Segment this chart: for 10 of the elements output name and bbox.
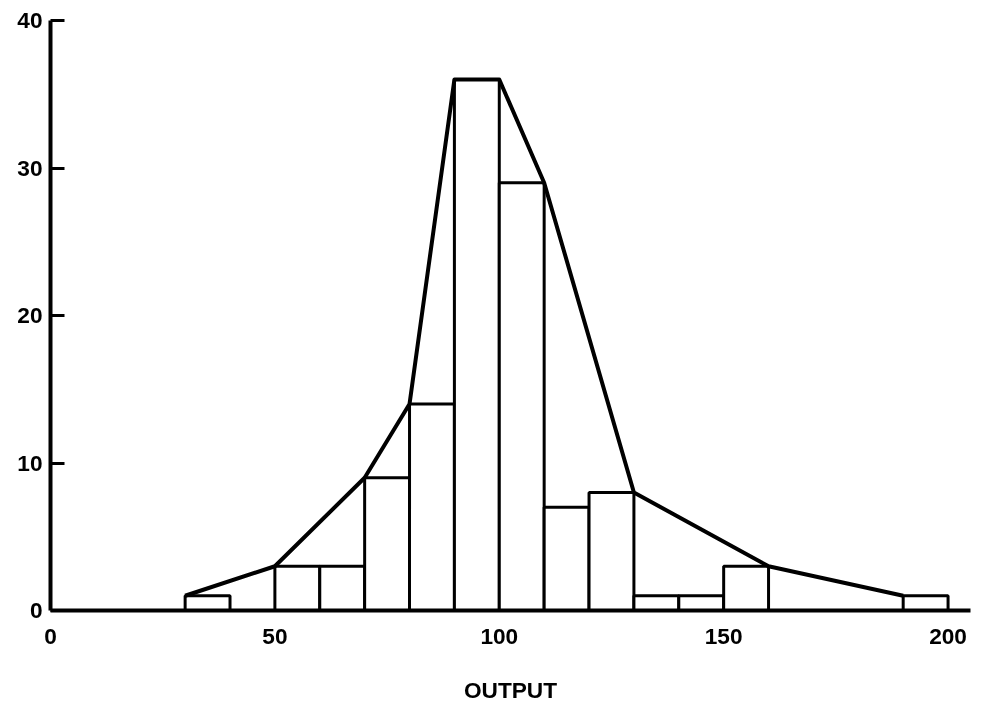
- x-tick-label: 150: [704, 622, 743, 649]
- x-tick-label: 200: [929, 622, 967, 649]
- x-tick-label: 100: [480, 622, 519, 649]
- y-tick-label: 10: [17, 449, 43, 476]
- y-tick-label: 0: [29, 597, 43, 623]
- y-tick-label: 20: [17, 302, 43, 328]
- x-tick-label: 50: [262, 622, 288, 649]
- y-tick-label: 40: [17, 7, 43, 33]
- x-axis-title: OUTPUT: [463, 676, 558, 703]
- y-tick-label: 30: [17, 154, 43, 181]
